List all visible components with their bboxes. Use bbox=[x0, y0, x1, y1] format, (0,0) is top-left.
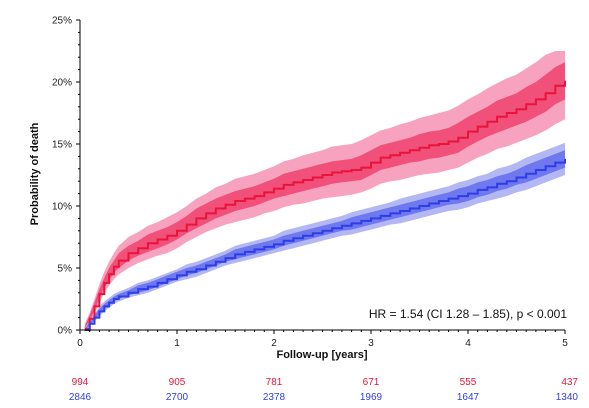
ci-inner-band-1 bbox=[84, 150, 566, 330]
at-risk-value: 2700 bbox=[166, 392, 189, 403]
x-tick-label: 4 bbox=[465, 338, 471, 349]
hazard-ratio-annotation: HR = 1.54 (CI 1.28 – 1.85), p < 0.001 bbox=[369, 307, 567, 321]
y-tick-label: 25% bbox=[52, 16, 72, 27]
x-tick-label: 5 bbox=[562, 338, 568, 349]
y-axis-title: Probability of death bbox=[29, 122, 41, 225]
axes bbox=[76, 19, 566, 334]
at-risk-value: 994 bbox=[72, 377, 89, 388]
x-axis-title: Follow-up [years] bbox=[276, 349, 367, 361]
x-tick-label: 1 bbox=[174, 338, 180, 349]
tick-labels: 0% 5% 10% 15% 20% 25% 0 1 2 3 4 5 bbox=[52, 16, 568, 350]
at-risk-value: 781 bbox=[266, 377, 283, 388]
at-risk-value: 437 bbox=[561, 377, 578, 388]
confidence-bands bbox=[84, 51, 566, 330]
at-risk-value: 671 bbox=[363, 377, 380, 388]
ci-inner-band-0 bbox=[84, 62, 566, 330]
at-risk-value: 2378 bbox=[263, 392, 286, 403]
y-tick-label: 0% bbox=[58, 326, 73, 337]
x-tick-label: 3 bbox=[368, 338, 374, 349]
ci-outer-band-1 bbox=[84, 142, 566, 330]
at-risk-value: 905 bbox=[169, 377, 186, 388]
series-lines bbox=[84, 80, 566, 331]
x-tick-label: 0 bbox=[77, 338, 83, 349]
at-risk-value: 2846 bbox=[69, 392, 92, 403]
y-tick-label: 10% bbox=[52, 202, 72, 213]
y-tick-label: 20% bbox=[52, 78, 72, 89]
at-risk-value: 555 bbox=[460, 377, 477, 388]
ci-outer-band-0 bbox=[84, 51, 566, 330]
at-risk-value: 1340 bbox=[556, 392, 579, 403]
series-line-0 bbox=[84, 80, 566, 330]
at-risk-value: 1969 bbox=[360, 392, 383, 403]
y-tick-label: 5% bbox=[58, 264, 73, 275]
numbers-at-risk: 994 905 781 671 555 437 2846 2700 2378 1969 1647 13… bbox=[69, 377, 579, 403]
y-tick-label: 15% bbox=[52, 140, 72, 151]
series-line-1 bbox=[84, 158, 566, 331]
x-tick-label: 2 bbox=[271, 338, 277, 349]
at-risk-value: 1647 bbox=[457, 392, 480, 403]
